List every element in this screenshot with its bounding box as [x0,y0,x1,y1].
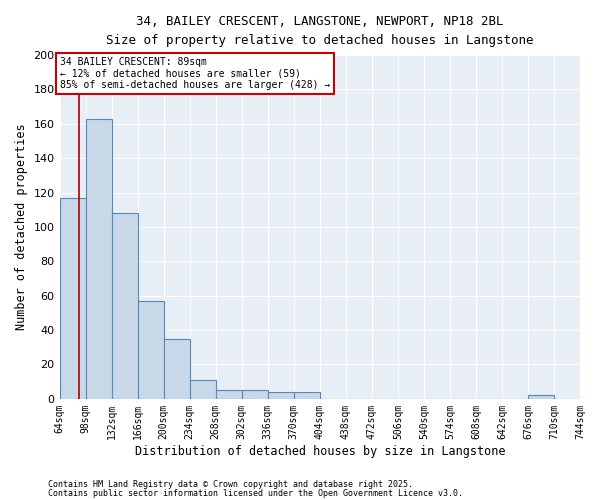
X-axis label: Distribution of detached houses by size in Langstone: Distribution of detached houses by size … [134,444,505,458]
Bar [137,301,164,399]
Bar [190,380,215,399]
Text: Contains HM Land Registry data © Crown copyright and database right 2025.: Contains HM Land Registry data © Crown c… [48,480,413,489]
Bar [86,118,112,399]
Bar [294,392,320,399]
Bar [164,338,190,399]
Bar [268,392,294,399]
Bar [215,390,242,399]
Text: Contains public sector information licensed under the Open Government Licence v3: Contains public sector information licen… [48,488,463,498]
Title: 34, BAILEY CRESCENT, LANGSTONE, NEWPORT, NP18 2BL
Size of property relative to d: 34, BAILEY CRESCENT, LANGSTONE, NEWPORT,… [106,15,533,47]
Bar [242,390,268,399]
Y-axis label: Number of detached properties: Number of detached properties [15,124,28,330]
Bar [59,198,86,399]
Bar [528,396,554,399]
Text: 34 BAILEY CRESCENT: 89sqm
← 12% of detached houses are smaller (59)
85% of semi-: 34 BAILEY CRESCENT: 89sqm ← 12% of detac… [61,57,331,90]
Bar [112,213,137,399]
